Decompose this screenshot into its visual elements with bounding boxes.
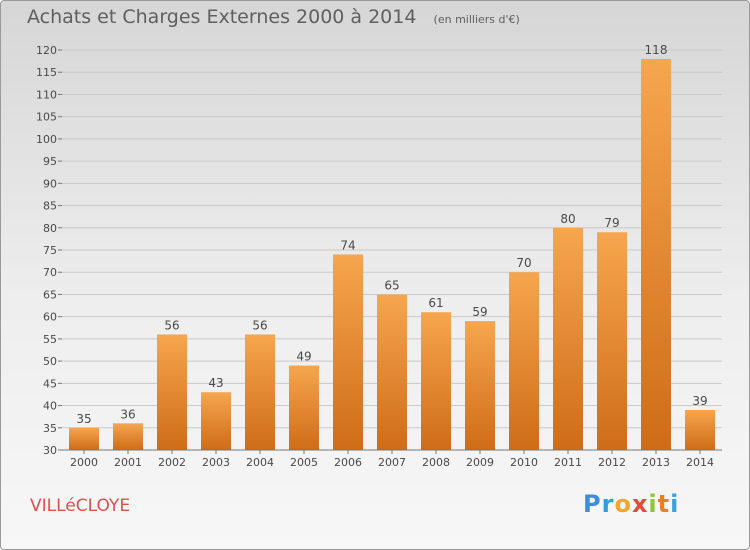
y-tick-label: 115 xyxy=(36,66,57,79)
bar-value-label: 80 xyxy=(560,212,575,226)
bar-2000 xyxy=(69,427,99,450)
bar-2004 xyxy=(245,334,275,450)
logo-letter: x xyxy=(631,490,649,518)
x-tick-label: 2002 xyxy=(158,456,186,469)
chart-title-block: Achats et Charges Externes 2000 à 2014 (… xyxy=(27,6,520,28)
y-tick-label: 50 xyxy=(43,355,57,368)
y-tick-label: 75 xyxy=(43,244,57,257)
bar-2001 xyxy=(113,423,143,450)
bar-value-label: 61 xyxy=(428,296,443,310)
x-tick-label: 2003 xyxy=(202,456,230,469)
logo-letter: t xyxy=(657,490,671,518)
y-tick-label: 95 xyxy=(43,155,57,168)
y-tick-label: 65 xyxy=(43,288,57,301)
y-tick-label: 70 xyxy=(43,266,57,279)
bar-value-label: 118 xyxy=(645,43,668,57)
bar-value-labels: 35 36 56 43 56 49 74 65 61 59 70 80 79 118 39 xyxy=(76,43,707,426)
bar-2014 xyxy=(685,410,715,450)
chart-title: Achats et Charges Externes 2000 à 2014 xyxy=(27,6,417,28)
x-tick-label: 2001 xyxy=(114,456,142,469)
bar-value-label: 49 xyxy=(296,350,311,364)
bar-2010 xyxy=(509,272,539,450)
y-tick-label: 45 xyxy=(43,377,57,390)
bar-value-label: 43 xyxy=(208,376,223,390)
y-tick-label: 35 xyxy=(43,422,57,435)
x-tick-label: 2007 xyxy=(378,456,406,469)
bar-2013 xyxy=(641,58,671,451)
x-tick-label: 2012 xyxy=(598,456,626,469)
bar-value-label: 70 xyxy=(516,256,531,270)
y-tick-label: 90 xyxy=(43,177,57,190)
y-tick-label: 100 xyxy=(36,133,57,146)
y-tick-label: 60 xyxy=(43,311,57,324)
x-tick-label: 2006 xyxy=(334,456,362,469)
y-tick-label: 120 xyxy=(36,44,57,57)
bar-2011 xyxy=(553,227,583,450)
y-tick-label: 40 xyxy=(43,400,57,413)
commune-name: VILLéCLOYE xyxy=(30,496,131,516)
x-tick-label: 2014 xyxy=(686,456,714,469)
bar-2007 xyxy=(377,294,407,450)
bar-value-label: 35 xyxy=(76,412,91,426)
x-tick-label: 2013 xyxy=(642,456,670,469)
chart-subtitle: (en milliers d'€) xyxy=(433,13,520,26)
x-tick-label: 2008 xyxy=(422,456,450,469)
bar-value-label: 59 xyxy=(472,305,487,319)
x-tick-label: 2009 xyxy=(466,456,494,469)
logo-letter: P xyxy=(583,490,602,518)
bar-value-label: 65 xyxy=(384,278,399,292)
logo-letter: i xyxy=(648,490,658,518)
y-tick-label: 30 xyxy=(43,444,57,457)
logo-letter: i xyxy=(670,490,680,518)
bar-2008 xyxy=(421,312,451,450)
x-tick-label: 2000 xyxy=(70,456,98,469)
y-tick-label: 105 xyxy=(36,111,57,124)
logo-letter: r xyxy=(601,490,615,518)
bar-value-label: 56 xyxy=(164,318,179,332)
y-tick-label: 80 xyxy=(43,222,57,235)
x-axis-ticks: 2000 2001 2002 2003 2004 2005 2006 2007 2008 2009… xyxy=(70,450,714,469)
bar-2003 xyxy=(201,392,231,450)
bar-2002 xyxy=(157,334,187,450)
bar-2006 xyxy=(333,254,363,450)
bar-2009 xyxy=(465,321,495,450)
x-tick-label: 2011 xyxy=(554,456,582,469)
logo-letter: o xyxy=(614,490,632,518)
bar-value-label: 74 xyxy=(340,238,355,252)
bar-2005 xyxy=(289,365,319,450)
bar-value-label: 56 xyxy=(252,318,267,332)
bar-value-label: 36 xyxy=(120,407,135,421)
y-tick-label: 55 xyxy=(43,333,57,346)
x-tick-label: 2010 xyxy=(510,456,538,469)
x-tick-label: 2005 xyxy=(290,456,318,469)
bar-2012 xyxy=(597,232,627,450)
x-tick-label: 2004 xyxy=(246,456,274,469)
y-axis-ticks: 30 35 40 45 50 55 60 65 70 75 80 85 90 95 100 105 110 115… xyxy=(36,44,62,457)
bar-value-label: 39 xyxy=(692,394,707,408)
bar-value-label: 79 xyxy=(604,216,619,230)
y-tick-label: 85 xyxy=(43,200,57,213)
bars xyxy=(69,58,715,451)
y-tick-label: 110 xyxy=(36,88,57,101)
proxiti-logo: Proxiti xyxy=(583,490,679,518)
